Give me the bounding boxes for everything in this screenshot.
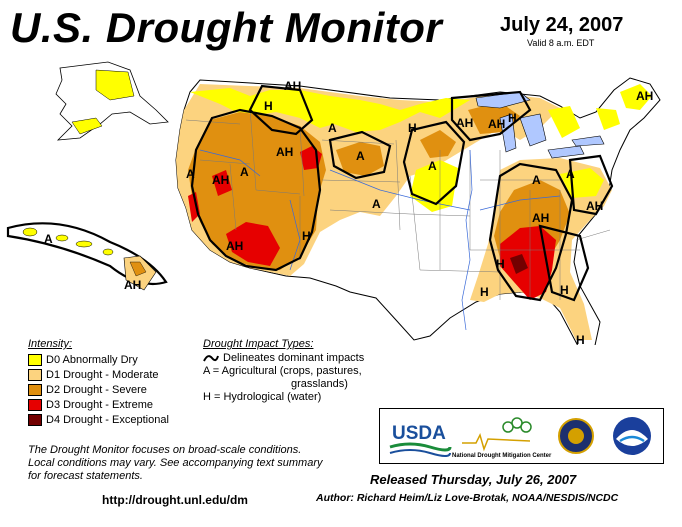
map-label: A <box>566 167 575 181</box>
legend-item: D3 Drought - Extreme <box>28 397 203 412</box>
map-label: A <box>328 121 337 135</box>
legend-title: Intensity: <box>28 338 73 350</box>
map-label: AH <box>488 117 505 131</box>
legend-item: D2 Drought - Severe <box>28 382 203 397</box>
legend-swatch <box>28 353 42 366</box>
map-label: AH <box>124 278 141 292</box>
legend-swatch <box>28 383 42 396</box>
map-label: A <box>372 197 381 211</box>
ndmc-logo: National Drought Mitigation Center <box>452 417 552 459</box>
map-label: A <box>240 165 249 179</box>
disclaimer-note: The Drought Monitor focuses on broad-sca… <box>28 444 368 483</box>
map-date: July 24, 2007 <box>500 14 624 36</box>
impact-legend: Drought Impact Types: Delineates dominan… <box>203 338 393 404</box>
hawaii-region <box>6 222 168 291</box>
map-label: AH <box>276 145 293 159</box>
rivers <box>199 149 561 331</box>
impact-line-icon <box>203 355 219 362</box>
impact-ag: A = Agricultural (crops, pastures, <box>203 365 362 377</box>
legend-label: D0 Abnormally Dry <box>46 353 138 366</box>
note-line: for forecast statements. <box>28 470 143 482</box>
page-title: U.S. Drought Monitor <box>10 4 443 51</box>
map-label: H <box>576 333 585 345</box>
map-label: AH <box>532 211 549 225</box>
map-label: A <box>186 167 195 181</box>
note-line: Local conditions may vary. See accompany… <box>28 457 323 469</box>
map-label: AH <box>636 89 653 103</box>
map-label: H <box>264 99 273 113</box>
map-label: H <box>408 121 417 135</box>
map-label: A <box>356 149 365 163</box>
alaska-region <box>55 61 169 141</box>
legend-item: D1 Drought - Moderate <box>28 367 203 382</box>
legend-swatch <box>28 398 42 411</box>
impact-lines <box>190 84 614 302</box>
map-label: AH <box>226 239 243 253</box>
doc-seal-icon <box>558 418 594 454</box>
legend-label: D2 Drought - Severe <box>46 383 147 396</box>
legend-swatch <box>28 413 42 426</box>
map-label: AH <box>456 116 473 130</box>
map-label: AH <box>284 79 301 93</box>
legend-label: D3 Drought - Extreme <box>46 398 153 411</box>
map-label: A <box>44 232 53 246</box>
author-credit: Author: Richard Heim/Liz Love-Brotak, NO… <box>316 492 619 504</box>
logos-svg: USDA National Drought Mitigation Center <box>389 417 651 459</box>
impact-line-label: Delineates dominant impacts <box>223 352 365 364</box>
legend-label: D1 Drought - Moderate <box>46 368 159 381</box>
noaa-logo-icon <box>613 417 651 455</box>
map-label: H <box>480 285 489 299</box>
agency-logos: USDA National Drought Mitigation Center <box>379 408 664 464</box>
usda-logo-text: USDA <box>392 423 446 444</box>
map-label: AH <box>586 199 603 213</box>
legend-label: D4 Drought - Exceptional <box>46 413 169 426</box>
usda-logo: USDA <box>389 423 452 457</box>
map-label: H <box>302 229 311 243</box>
legend-item: D4 Drought - Exceptional <box>28 412 203 427</box>
legend-swatch <box>28 368 42 381</box>
note-line: The Drought Monitor focuses on broad-sca… <box>28 444 302 456</box>
map-label: A <box>532 173 541 187</box>
release-date: Released Thursday, July 26, 2007 <box>370 472 577 487</box>
impact-line-item: Delineates dominant impacts <box>203 352 393 365</box>
map-label: AH <box>212 173 229 187</box>
legend-item: D0 Abnormally Dry <box>28 352 203 367</box>
map-label: A <box>428 159 437 173</box>
drought-url-link[interactable]: http://drought.unl.edu/dm <box>102 493 248 507</box>
impact-title: Drought Impact Types: <box>203 338 314 350</box>
impact-hydro: H = Hydrological (water) <box>203 391 322 403</box>
valid-time: Valid 8 a.m. EDT <box>527 38 595 48</box>
impact-ag-cont: grasslands) <box>291 378 348 390</box>
map-label: H <box>560 283 569 297</box>
drought-map: A AH H AH A AH A AH A A H AH A H A AH AH… <box>6 61 661 345</box>
ndmc-logo-text: National Drought Mitigation Center <box>452 453 552 459</box>
intensity-legend: Intensity: D0 Abnormally Dry D1 Drought … <box>28 338 203 427</box>
map-label: H <box>508 111 517 125</box>
map-label: H <box>496 257 505 271</box>
